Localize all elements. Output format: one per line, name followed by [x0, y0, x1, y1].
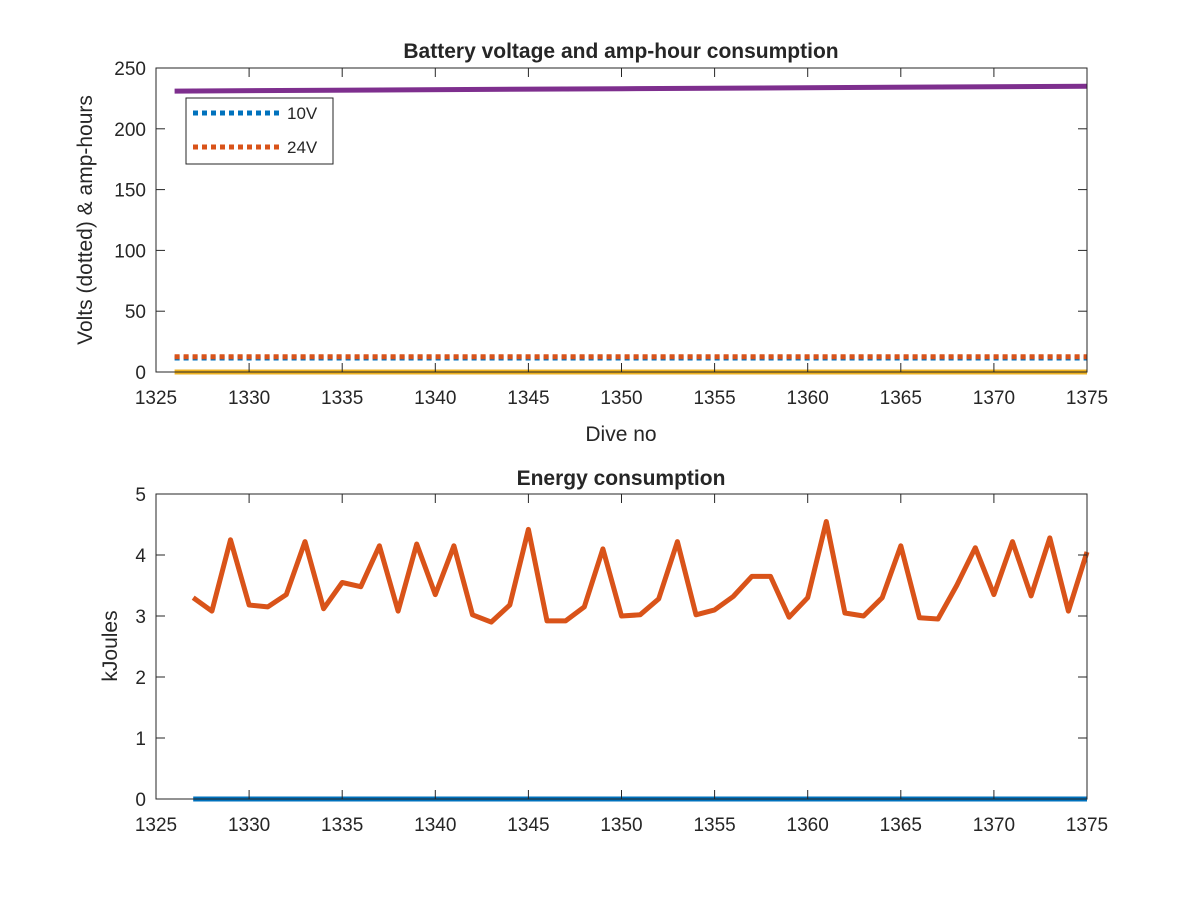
- y-tick-label: 200: [114, 120, 146, 141]
- x-tick-label: 1365: [880, 388, 922, 409]
- y-tick-label: 1: [135, 729, 146, 750]
- x-tick-label: 1360: [787, 815, 829, 836]
- x-tick-label: 1335: [321, 388, 363, 409]
- x-tick-label: 1325: [135, 388, 177, 409]
- y-tick-label: 3: [135, 607, 146, 628]
- x-tick-label: 1370: [973, 388, 1015, 409]
- x-tick-label: 1330: [228, 388, 270, 409]
- y-tick-label: 0: [135, 363, 146, 384]
- x-tick-label: 1340: [414, 815, 456, 836]
- x-tick-label: 1345: [507, 815, 549, 836]
- y-tick-label: 100: [114, 241, 146, 262]
- x-tick-label: 1365: [880, 815, 922, 836]
- legend-label-10v: 10V: [287, 104, 318, 123]
- series-line-2: [191, 519, 1090, 625]
- y-tick-label: 4: [135, 546, 146, 567]
- y-tick-label: 5: [135, 485, 146, 506]
- y-tick-label: 50: [125, 302, 146, 323]
- energy-consumption-chart: 1325 1330 1335 1340 1345 1350 1355 1360 1365 1370…: [99, 467, 1108, 836]
- y-tick-label: 2: [135, 668, 146, 689]
- chart-title: Battery voltage and amp-hour consumption: [403, 40, 838, 63]
- plot-area: [156, 494, 1087, 799]
- x-tick-label: 1375: [1066, 388, 1108, 409]
- legend-box: [185, 97, 334, 165]
- y-tick-label: 250: [114, 59, 146, 80]
- x-tick-label: 1340: [414, 388, 456, 409]
- x-tick-label: 1330: [228, 815, 270, 836]
- legend-label-24v: 24V: [287, 138, 318, 157]
- y-axis-label: kJoules: [99, 610, 122, 681]
- x-tick-label: 1370: [973, 815, 1015, 836]
- x-tick-label: 1325: [135, 815, 177, 836]
- x-tick-label: 1335: [321, 815, 363, 836]
- x-tick-label: 1375: [1066, 815, 1108, 836]
- series-line-4: [174, 83, 1088, 94]
- x-tick-label: 1350: [600, 815, 642, 836]
- battery-voltage-chart: 1325 1330 1335 1340 1345 1350 1355 1360 1365 1370…: [74, 40, 1108, 446]
- x-tick-label: 1355: [693, 815, 735, 836]
- x-tick-label: 1350: [600, 388, 642, 409]
- x-tick-label: 1345: [507, 388, 549, 409]
- legend: 10V 24V: [185, 97, 334, 165]
- y-tick-label: 0: [135, 790, 146, 811]
- chart-title: Energy consumption: [517, 467, 726, 490]
- x-tick-label: 1355: [693, 388, 735, 409]
- axes-layer: 1325 1330 1335 1340 1345 1350 1355 1360 1365 1370…: [135, 485, 1108, 836]
- y-tick-label: 150: [114, 181, 146, 202]
- y-axis-label: Volts (dotted) & amp-hours: [74, 95, 97, 345]
- axes-layer: 1325 1330 1335 1340 1345 1350 1355 1360 1365 1370…: [114, 59, 1108, 409]
- x-axis-label: Dive no: [585, 423, 656, 446]
- x-tick-label: 1360: [787, 388, 829, 409]
